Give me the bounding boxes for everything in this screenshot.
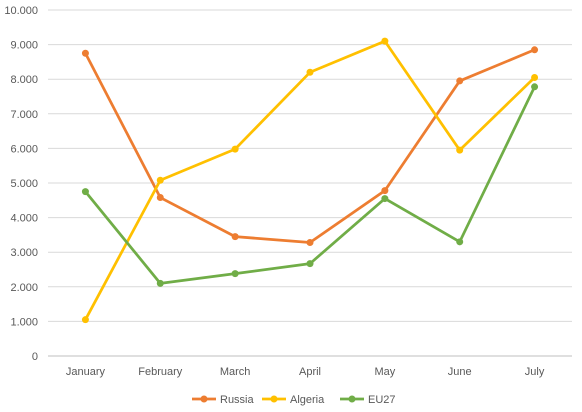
legend: Russia Algeria EU27 [192, 394, 396, 406]
x-tick-label: March [220, 366, 251, 378]
legend-swatch-marker [348, 395, 356, 403]
legend-label: Russia [220, 394, 255, 406]
x-tick-label: July [525, 366, 545, 378]
legend-item-russia: Russia [192, 394, 255, 406]
y-tick-label: 10.000 [4, 5, 38, 17]
data-point [156, 194, 164, 202]
series-eu27 [81, 83, 539, 287]
data-point [81, 188, 89, 196]
y-tick-label: 5.000 [10, 178, 38, 190]
gridlines [48, 9, 572, 357]
data-point [156, 279, 164, 287]
data-point [381, 187, 389, 195]
data-point [306, 239, 314, 247]
data-point [381, 195, 389, 203]
data-point [531, 73, 539, 81]
y-tick-label: 7.000 [10, 109, 38, 121]
legend-item-eu27: EU27 [340, 394, 396, 406]
y-tick-label: 0 [32, 351, 38, 363]
data-point [231, 270, 239, 278]
y-tick-label: 4.000 [10, 213, 38, 225]
data-point [531, 83, 539, 91]
y-tick-label: 9.000 [10, 40, 38, 52]
y-tick-label: 1.000 [10, 316, 38, 328]
legend-swatch-marker [200, 395, 208, 403]
legend-label: EU27 [368, 394, 396, 406]
data-point [456, 77, 464, 85]
y-tick-label: 8.000 [10, 74, 38, 86]
series-algeria [81, 37, 539, 324]
y-axis-tick-labels: 0 1.000 2.000 3.000 4.000 5.000 6.000 7.000 8.00… [4, 5, 38, 363]
x-tick-label: April [299, 366, 321, 378]
data-point [81, 49, 89, 57]
x-tick-label: February [138, 366, 183, 378]
x-tick-label: January [66, 366, 106, 378]
legend-item-algeria: Algeria [262, 394, 325, 406]
series-line [84, 48, 536, 244]
data-point [231, 145, 239, 153]
x-tick-label: June [448, 366, 472, 378]
data-point [156, 176, 164, 184]
series-russia [81, 46, 539, 247]
data-point [456, 238, 464, 246]
data-point [531, 46, 539, 54]
data-point [456, 146, 464, 154]
y-tick-label: 3.000 [10, 247, 38, 259]
data-point [306, 260, 314, 268]
series-lines [81, 37, 539, 324]
legend-label: Algeria [290, 394, 325, 406]
data-point [306, 68, 314, 76]
y-tick-label: 6.000 [10, 143, 38, 155]
x-tick-label: May [374, 366, 395, 378]
data-point [81, 316, 89, 324]
data-point [381, 37, 389, 45]
y-tick-label: 2.000 [10, 282, 38, 294]
legend-swatch-marker [270, 395, 278, 403]
x-axis-tick-labels: January February March April May June July [66, 366, 545, 378]
data-point [231, 233, 239, 241]
